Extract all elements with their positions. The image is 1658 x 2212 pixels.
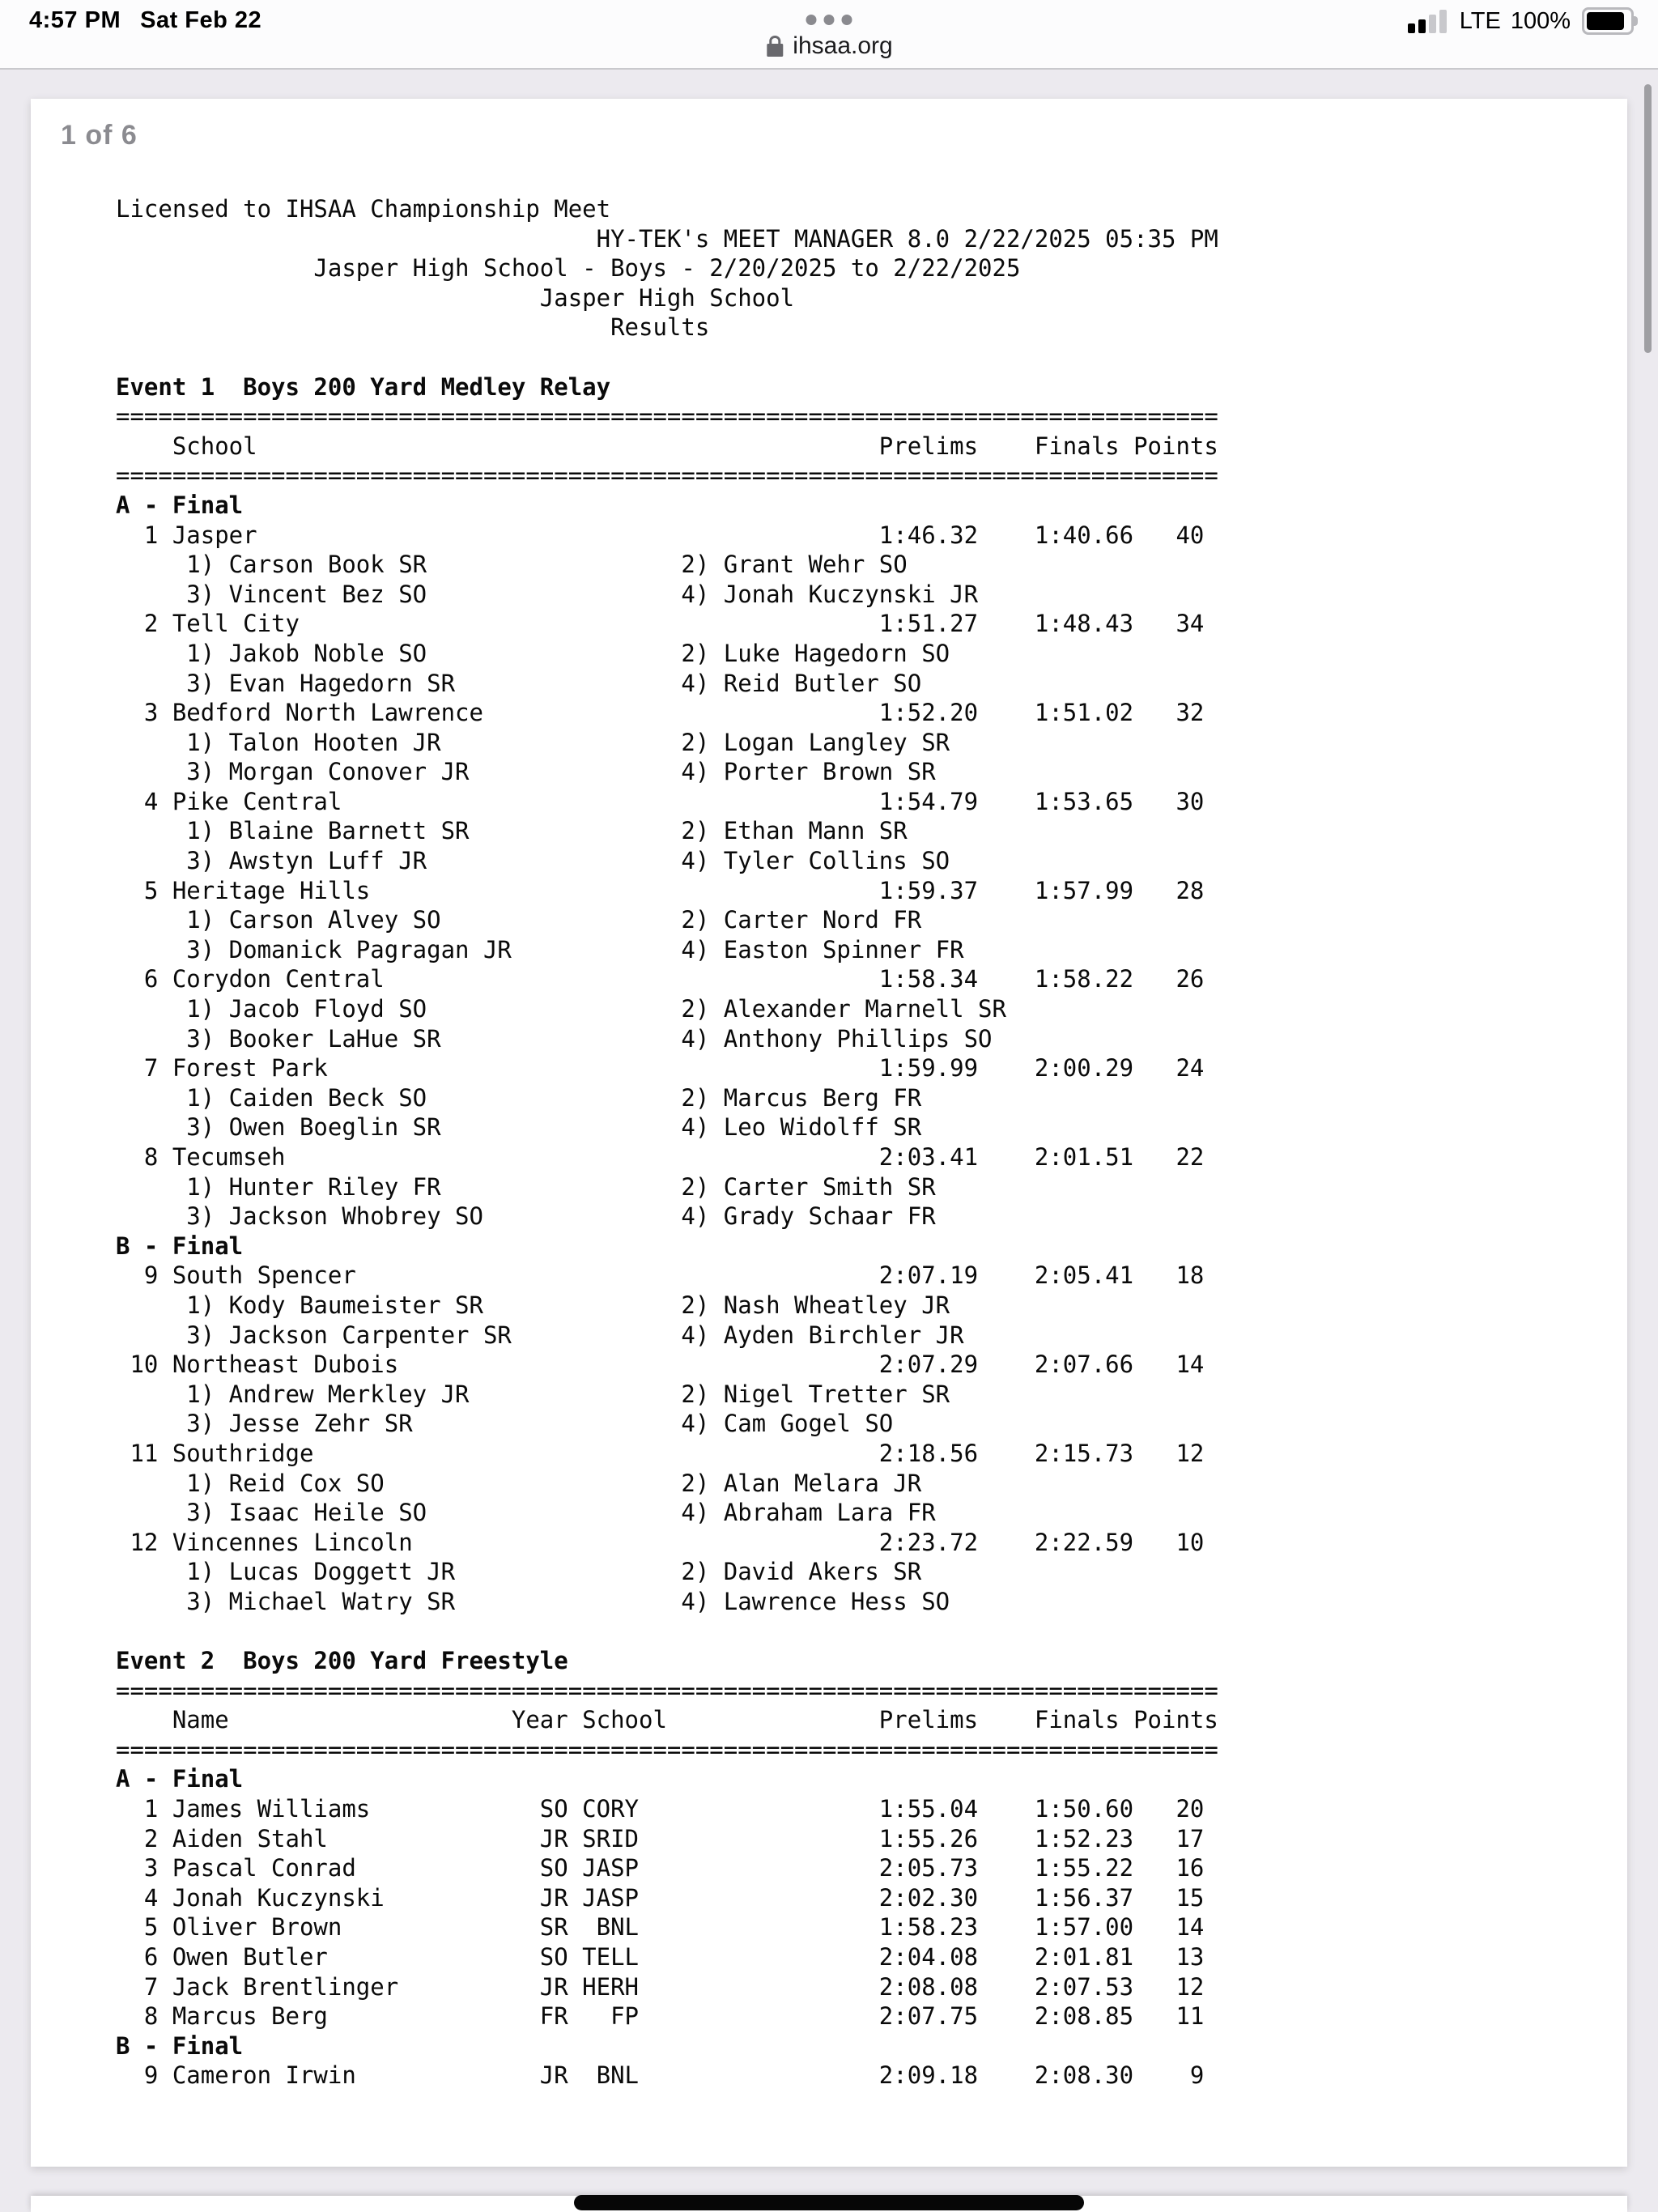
report-line: Licensed to IHSAA Championship Meet <box>116 195 611 223</box>
battery-icon <box>1582 7 1638 35</box>
report-line: 3 Pascal Conrad SO JASP 2:05.73 1:55.22 … <box>116 1854 1205 1882</box>
report-line: 1 James Williams SO CORY 1:55.04 1:50.60… <box>116 1795 1205 1823</box>
ellipsis-dot-icon <box>841 15 852 25</box>
report-line: Jasper High School - Boys - 2/20/2025 to… <box>116 254 1021 283</box>
report-line: Jasper High School <box>116 283 795 312</box>
report-line: 3) Awstyn Luff JR 4) Tyler Collins SO <box>116 847 950 875</box>
status-bar-right: LTE 100% <box>1407 7 1638 35</box>
report-line: 1) Reid Cox SO 2) Alan Melara JR <box>116 1469 922 1497</box>
report-line: 3) Jackson Whobrey SO 4) Grady Schaar FR <box>116 1202 936 1231</box>
tab-actions-button[interactable] <box>806 15 852 25</box>
carrier-label: LTE <box>1459 7 1501 34</box>
report-line: 8 Tecumseh 2:03.41 2:01.51 22 <box>116 1143 1205 1171</box>
report-line: 3) Michael Watry SR 4) Lawrence Hess SO <box>116 1587 950 1615</box>
report-line: 3) Vincent Bez SO 4) Jonah Kuczynski JR <box>116 580 979 608</box>
report-line: 3) Morgan Conover JR 4) Porter Brown SR <box>116 758 936 786</box>
report-line: 9 Cameron Irwin JR BNL 2:09.18 2:08.30 9 <box>116 2061 1205 2090</box>
report-line: HY-TEK's MEET MANAGER 8.0 2/22/2025 05:3… <box>116 224 1218 253</box>
report-line: 5 Heritage Hills 1:59.37 1:57.99 28 <box>116 876 1205 904</box>
clock-label: 4:57 PM <box>29 7 121 33</box>
report-line <box>116 342 1218 372</box>
report-line: 10 Northeast Dubois 2:07.29 2:07.66 14 <box>116 1351 1205 1379</box>
report-line: 4 Pike Central 1:54.79 1:53.65 30 <box>116 787 1205 815</box>
report-line: 3) Domanick Pagragan JR 4) Easton Spinne… <box>116 935 964 963</box>
page-indicator: 1 of 6 <box>61 120 138 151</box>
date-label: Sat Feb 22 <box>140 7 262 33</box>
report-line: 1) Andrew Merkley JR 2) Nigel Tretter SR <box>116 1380 950 1408</box>
report-line: 7 Jack Brentlinger JR HERH 2:08.08 2:07.… <box>116 1972 1205 2001</box>
battery-percent-label: 100% <box>1510 7 1571 34</box>
report-line: 3) Booker LaHue SR 4) Anthony Phillips S… <box>116 1024 993 1053</box>
status-bar-left: 4:57 PM Sat Feb 22 <box>29 7 261 34</box>
report-line: 3) Jesse Zehr SR 4) Cam Gogel SO <box>116 1410 894 1438</box>
report-line: 1) Hunter Riley FR 2) Carter Smith SR <box>116 1172 936 1201</box>
scrollbar-thumb[interactable] <box>1644 84 1652 353</box>
report-line: ========================================… <box>116 402 1218 431</box>
report-line: 4 Jonah Kuczynski JR JASP 2:02.30 1:56.3… <box>116 1883 1205 1912</box>
report-line <box>116 1617 1218 1647</box>
cellular-signal-icon <box>1407 9 1447 33</box>
report-line: 3 Bedford North Lawrence 1:52.20 1:51.02… <box>116 699 1205 727</box>
safari-toolbar: 4:57 PM Sat Feb 22 ihsaa.org LTE 100% <box>0 0 1658 70</box>
report-line: 3) Jackson Carpenter SR 4) Ayden Birchle… <box>116 1321 964 1349</box>
report-line: 1) Jakob Noble SO 2) Luke Hagedorn SO <box>116 639 950 667</box>
url-label: ihsaa.org <box>793 32 893 59</box>
report-line: 1) Caiden Beck SO 2) Marcus Berg FR <box>116 1083 922 1112</box>
report-line: 1) Talon Hooten JR 2) Logan Langley SR <box>116 728 950 756</box>
report-line: B - Final <box>116 2031 244 2060</box>
report-line: A - Final <box>116 1765 244 1793</box>
report-line: B - Final <box>116 1231 244 1260</box>
report-line: 6 Owen Butler SO TELL 2:04.08 2:01.81 13 <box>116 1943 1205 1972</box>
report-line: 1) Kody Baumeister SR 2) Nash Wheatley J… <box>116 1291 950 1319</box>
report-line: ========================================… <box>116 1676 1218 1704</box>
report-line: 2 Aiden Stahl JR SRID 1:55.26 1:52.23 17 <box>116 1824 1205 1853</box>
report-line: 6 Corydon Central 1:58.34 1:58.22 26 <box>116 965 1205 993</box>
pdf-page-1: 1 of 6 Licensed to IHSAA Championship Me… <box>31 99 1627 2167</box>
report-line: 5 Oliver Brown SR BNL 1:58.23 1:57.00 14 <box>116 1913 1205 1942</box>
lock-icon <box>765 34 784 58</box>
address-bar[interactable]: ihsaa.org <box>765 32 893 60</box>
home-indicator[interactable] <box>574 2195 1084 2210</box>
report-line: 12 Vincennes Lincoln 2:23.72 2:22.59 10 <box>116 1528 1205 1556</box>
report-line: Results <box>116 313 710 342</box>
report-line: 1) Blaine Barnett SR 2) Ethan Mann SR <box>116 817 908 845</box>
report-line: 11 Southridge 2:18.56 2:15.73 12 <box>116 1439 1205 1467</box>
report-line: Event 2 Boys 200 Yard Freestyle <box>116 1647 568 1675</box>
report-line: 7 Forest Park 1:59.99 2:00.29 24 <box>116 1054 1205 1083</box>
report-line: School Prelims Finals Points <box>116 432 1218 460</box>
report-line: 3) Owen Boeglin SR 4) Leo Widolff SR <box>116 1113 922 1142</box>
ellipsis-dot-icon <box>823 15 835 25</box>
report-line: ========================================… <box>116 1735 1218 1763</box>
meet-results-report: Licensed to IHSAA Championship Meet HY-T… <box>116 194 1218 2091</box>
report-line: ========================================… <box>116 462 1218 490</box>
report-line: 9 South Spencer 2:07.19 2:05.41 18 <box>116 1261 1205 1290</box>
report-line: 1) Lucas Doggett JR 2) David Akers SR <box>116 1558 922 1586</box>
report-line: A - Final <box>116 491 244 519</box>
report-line: 8 Marcus Berg FR FP 2:07.75 2:08.85 11 <box>116 2002 1205 2031</box>
report-line: 1) Jacob Floyd SO 2) Alexander Marnell S… <box>116 995 1006 1023</box>
report-line: Event 1 Boys 200 Yard Medley Relay <box>116 372 611 401</box>
report-line: 3) Isaac Heile SO 4) Abraham Lara FR <box>116 1499 936 1527</box>
report-line: 2 Tell City 1:51.27 1:48.43 34 <box>116 610 1205 638</box>
report-line: 3) Evan Hagedorn SR 4) Reid Butler SO <box>116 669 922 697</box>
report-line: 1) Carson Book SR 2) Grant Wehr SO <box>116 551 908 579</box>
ellipsis-dot-icon <box>806 15 817 25</box>
report-line: 1) Carson Alvey SO 2) Carter Nord FR <box>116 906 922 934</box>
report-line: 1 Jasper 1:46.32 1:40.66 40 <box>116 521 1205 549</box>
report-line: Name Year School Prelims Finals Points <box>116 1706 1218 1734</box>
